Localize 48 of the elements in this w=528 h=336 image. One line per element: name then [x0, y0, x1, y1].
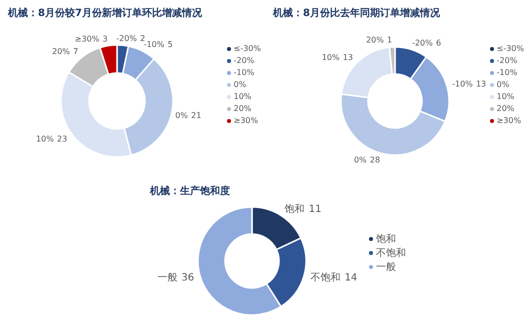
data-label: 2: [140, 34, 146, 43]
legend-label: -10%: [232, 67, 256, 79]
legend-label: ≥30%: [232, 115, 260, 127]
data-label: 14: [344, 272, 358, 284]
slice-label: 0%: [175, 110, 188, 120]
data-label: 21: [191, 110, 202, 120]
slice-label: 10%: [322, 52, 340, 62]
chart-title: 机械：8月份比去年同期订单增减情况: [272, 7, 441, 19]
slice-label: 不饱和: [310, 272, 341, 284]
legend-label: 饱和: [375, 233, 397, 247]
slice-label: -10%: [452, 79, 474, 88]
slice-label: 10%: [36, 134, 54, 144]
data-label: 11: [308, 204, 322, 216]
legend-label: ≥30%: [496, 115, 522, 127]
data-label: 3: [102, 34, 108, 44]
legend-label: ≤-30%: [496, 43, 524, 55]
slice-label: 20%: [52, 47, 70, 56]
legend-label: 不饱和: [375, 247, 406, 261]
legend-label: -10%: [496, 67, 518, 79]
legend-label: 0%: [232, 79, 248, 91]
slice-label: -20%: [412, 38, 434, 48]
legend-label: 20%: [496, 103, 516, 115]
data-label: 7: [73, 47, 78, 56]
data-label: 23: [57, 134, 68, 144]
legend-label: 0%: [496, 79, 510, 91]
legend-label: -20%: [496, 55, 518, 67]
slice-label: 一般: [157, 272, 178, 284]
slice-label: 0%: [354, 155, 368, 164]
slice-label: ≥30%: [74, 34, 100, 44]
legend-label: 10%: [496, 91, 516, 103]
chart-title: 机械：生产饱和度: [149, 185, 230, 197]
data-label: 13: [476, 79, 486, 88]
slice-label: 饱和: [284, 203, 305, 216]
data-label: 5: [168, 40, 173, 50]
legend-label: 10%: [232, 91, 252, 103]
data-label: 13: [342, 52, 354, 62]
legend-label: 一般: [375, 261, 397, 275]
chart-title: 机械：8月份较7月份新增订单环比增减情况: [7, 7, 203, 19]
data-label: 1: [387, 36, 392, 45]
slice-label: -20%: [116, 34, 138, 43]
slice-label: -10%: [144, 40, 165, 50]
legend-label: -20%: [232, 55, 256, 67]
slice-label: 20%: [366, 36, 384, 45]
data-label: 36: [181, 272, 194, 284]
data-label: 28: [370, 155, 380, 164]
data-label: 6: [436, 38, 442, 48]
legend-label: 20%: [232, 103, 252, 115]
legend-label: ≤-30%: [232, 43, 261, 55]
